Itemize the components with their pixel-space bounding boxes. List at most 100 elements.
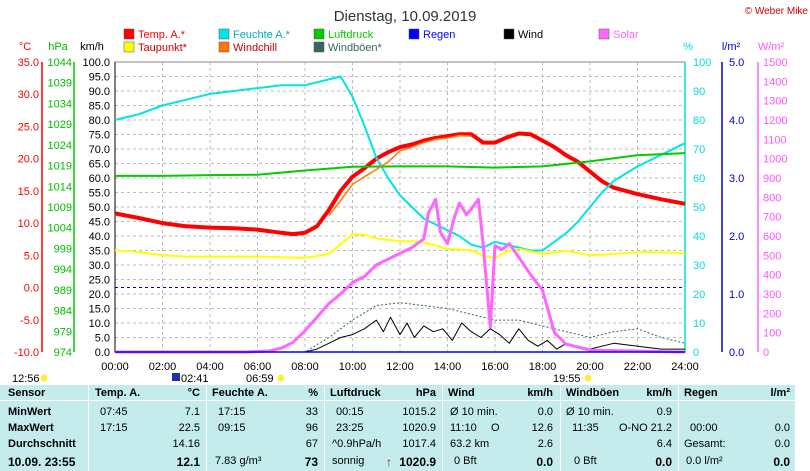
solar_wm2-tick-label: 700 xyxy=(763,212,781,224)
stats-max-rain-time: 00:00 xyxy=(690,422,718,434)
stats-avg-wind: 2.6 xyxy=(537,438,553,450)
solar_wm2-tick-label: 300 xyxy=(763,289,781,301)
x-tick-label: 24:00 xyxy=(671,361,699,373)
x-tick-label: 14:00 xyxy=(434,361,462,373)
pressure_hpa-tick-label: 1024 xyxy=(48,140,72,152)
pressure_hpa-tick-label: 1004 xyxy=(48,223,72,235)
solar_wm2-tick-label: 200 xyxy=(763,308,781,320)
legend-label: Windböen* xyxy=(328,42,383,54)
chart-title: Dienstag, 10.09.2019 xyxy=(334,8,477,25)
stats-max-temp-time: 17:15 xyxy=(100,422,128,434)
solar_wm2-tick-label: 800 xyxy=(763,192,781,204)
rain_lm2-tick-label: 3.0 xyxy=(729,173,744,185)
rain_lm2-tick-label: 1.0 xyxy=(729,289,744,301)
solar_wm2-tick-label: 1000 xyxy=(763,154,787,166)
wind_kmh-tick-label: 25.0 xyxy=(89,275,110,287)
stats-min-hum-time: 17:15 xyxy=(218,406,246,418)
stats-max-gust: 21.2 xyxy=(650,422,672,434)
stats-avg-rain: 0.0 xyxy=(774,438,790,450)
stats-current-hum: 73 xyxy=(304,455,318,469)
wind_kmh-tick-label: 100.0 xyxy=(82,57,110,69)
pressure-rising-icon: ↑ xyxy=(386,455,392,469)
stats-avg-press: 1017.4 xyxy=(402,438,436,450)
temp_c-tick-label: 35.0 xyxy=(18,57,39,69)
stats-current-press: 1020.9 xyxy=(399,455,436,469)
stats-avg-rain-label: Gesamt: xyxy=(684,438,726,450)
stats-max-wind-time: 11:10 xyxy=(450,422,477,434)
pressure_hpa-axis-label: hPa xyxy=(48,41,68,53)
rain_lm2-tick-label: 5.0 xyxy=(729,57,744,69)
humidity_pct-tick-label: 30 xyxy=(693,260,705,272)
weather-chart: 00:00 02:00 04:00 06:00 08:00 10:00 12:00 14:00… xyxy=(12,6,809,384)
humidity_pct-tick-label: 100 xyxy=(693,57,711,69)
wind_kmh-tick-label: 90.0 xyxy=(89,86,110,98)
sunrise-sun-icon xyxy=(277,374,285,382)
stats-header-press: Luftdruck xyxy=(330,387,381,399)
stats-min-temp: 7.1 xyxy=(184,406,200,418)
stats-current-temp: 12.1 xyxy=(176,455,200,469)
stats-min-gust-label: Ø 10 min. xyxy=(566,406,614,418)
wind_kmh-tick-label: 5.0 xyxy=(95,333,110,345)
stats-max-row: MaxWert 17:15 22.5 09:15 96 23:25 1020.9… xyxy=(0,422,795,436)
stats-current-wind: 0.0 xyxy=(536,455,553,469)
stats-max-wind: 12.6 xyxy=(531,422,553,434)
temp_c-tick-label: 15.0 xyxy=(18,186,39,198)
pressure_hpa-tick-label: 989 xyxy=(54,285,72,297)
stats-current-gust-bft: 0 Bft xyxy=(574,455,597,467)
stats-header-hum: Feuchte A. xyxy=(212,387,268,399)
copyright-link[interactable]: © Weber Mike xyxy=(745,6,809,17)
rain_lm2-tick-label: 4.0 xyxy=(729,115,744,127)
stats-max-wind-dir: O xyxy=(491,422,500,434)
stats-current-row: 10.09. 23:55 12.1 7.83 g/m³ 73 sonnig ↑ … xyxy=(0,455,795,469)
x-tick-label: 12:00 xyxy=(386,361,414,373)
stats-min-row: MinWert 07:45 7.1 17:15 33 00:15 1015.2 … xyxy=(0,406,795,420)
humidity_pct-tick-label: 80 xyxy=(693,115,705,127)
stats-header-press-unit: hPa xyxy=(415,387,436,399)
solar_wm2-axis-label: W/m² xyxy=(758,41,785,53)
solar_wm2-tick-label: 600 xyxy=(763,231,781,243)
series-windben-line xyxy=(115,302,686,353)
wind_kmh-tick-label: 80.0 xyxy=(89,115,110,127)
stats-min-press: 1015.2 xyxy=(402,406,436,418)
x-tick-label: 22:00 xyxy=(624,361,652,373)
stats-max-rain: 0.0 xyxy=(774,422,790,434)
stats-current-wind-bft: 0 Bft xyxy=(454,455,477,467)
stats-header-rain-unit: l/m² xyxy=(770,387,790,399)
legend-swatch xyxy=(218,41,230,53)
temp_c-axis-label: °C xyxy=(19,41,31,53)
wind_kmh-tick-label: 85.0 xyxy=(89,101,110,113)
temp_c-tick-label: -5.0 xyxy=(20,315,39,327)
legend-label: Luftdruck xyxy=(328,29,374,41)
humidity_pct-axis-label: % xyxy=(683,41,693,53)
legend-swatch xyxy=(123,28,135,40)
temp_c-tick-label: -10.0 xyxy=(14,347,39,359)
solar_wm2-tick-label: 0 xyxy=(763,347,769,359)
pressure_hpa-tick-label: 1029 xyxy=(48,119,72,131)
x-tick-label: 10:00 xyxy=(339,361,367,373)
legend-swatch xyxy=(503,28,515,40)
solar_wm2-tick-label: 1300 xyxy=(763,96,787,108)
legend-label: Temp. A.* xyxy=(138,29,186,41)
wind_kmh-tick-label: 55.0 xyxy=(89,188,110,200)
stats-max-label: MaxWert xyxy=(8,422,54,434)
stats-current-label: 10.09. 23:55 xyxy=(8,455,76,469)
stats-min-hum: 33 xyxy=(305,406,318,418)
series-tempa-line xyxy=(114,131,686,237)
humidity_pct-tick-label: 50 xyxy=(693,202,705,214)
stats-current-rain: 0.0 l/m² xyxy=(686,455,723,467)
wind_kmh-tick-label: 65.0 xyxy=(89,159,110,171)
solar_wm2-tick-label: 1200 xyxy=(763,115,787,127)
stats-min-wind-label: Ø 10 min. xyxy=(450,406,498,418)
solar_wm2-tick-label: 900 xyxy=(763,173,781,185)
chart-axes: 00:00 02:00 04:00 06:00 08:00 10:00 12:00 14:00… xyxy=(14,41,788,373)
stats-header-gust: Windböen xyxy=(566,387,620,399)
stats-header-wind-unit: km/h xyxy=(527,387,553,399)
stats-header-hum-unit: % xyxy=(308,387,318,399)
stats-min-label: MinWert xyxy=(8,406,52,418)
wind_kmh-tick-label: 40.0 xyxy=(89,231,110,243)
stats-avg-row: Durchschnitt 14.16 67 ^0.9hPa/h 1017.4 6… xyxy=(0,438,795,452)
pressure_hpa-tick-label: 1009 xyxy=(48,202,72,214)
temp_c-tick-label: 5.0 xyxy=(24,250,39,262)
stats-max-gust-time: 11:35 xyxy=(572,422,599,434)
temp_c-tick-label: 20.0 xyxy=(18,154,39,166)
